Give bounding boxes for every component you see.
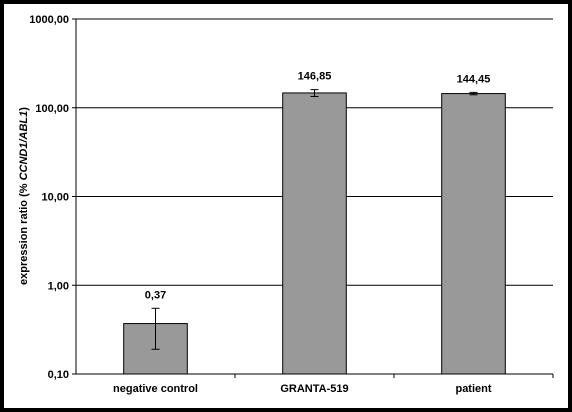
y-axis-label: expression ratio (% CCND1/ABL1) (18, 107, 30, 285)
chart-frame: 0,10 1,00 10,00 100,00 1000,00 0,37 negative c… (4, 4, 568, 408)
y-tick-label: 10,00 (41, 192, 69, 204)
y-tick-label: 0,10 (48, 369, 69, 381)
labels: 0,10 1,00 10,00 100,00 1000,00 0,37 negative c… (29, 14, 492, 395)
bars (123, 89, 506, 375)
x-tick-label: GRANTA-519 (280, 383, 348, 395)
bar-chart: 0,10 1,00 10,00 100,00 1000,00 0,37 negative c… (18, 14, 554, 395)
data-label: 146,85 (298, 71, 332, 83)
data-label: 144,45 (457, 73, 491, 85)
bar (282, 92, 347, 375)
y-tick-label: 1000,00 (29, 14, 69, 26)
data-label: 0,37 (145, 289, 166, 301)
bar (441, 93, 506, 375)
axes (72, 18, 554, 378)
y-tick-label: 1,00 (48, 280, 69, 292)
y-tick-label: 100,00 (35, 103, 69, 115)
x-tick-label: patient (455, 383, 491, 395)
x-tick-label: negative control (113, 383, 198, 395)
